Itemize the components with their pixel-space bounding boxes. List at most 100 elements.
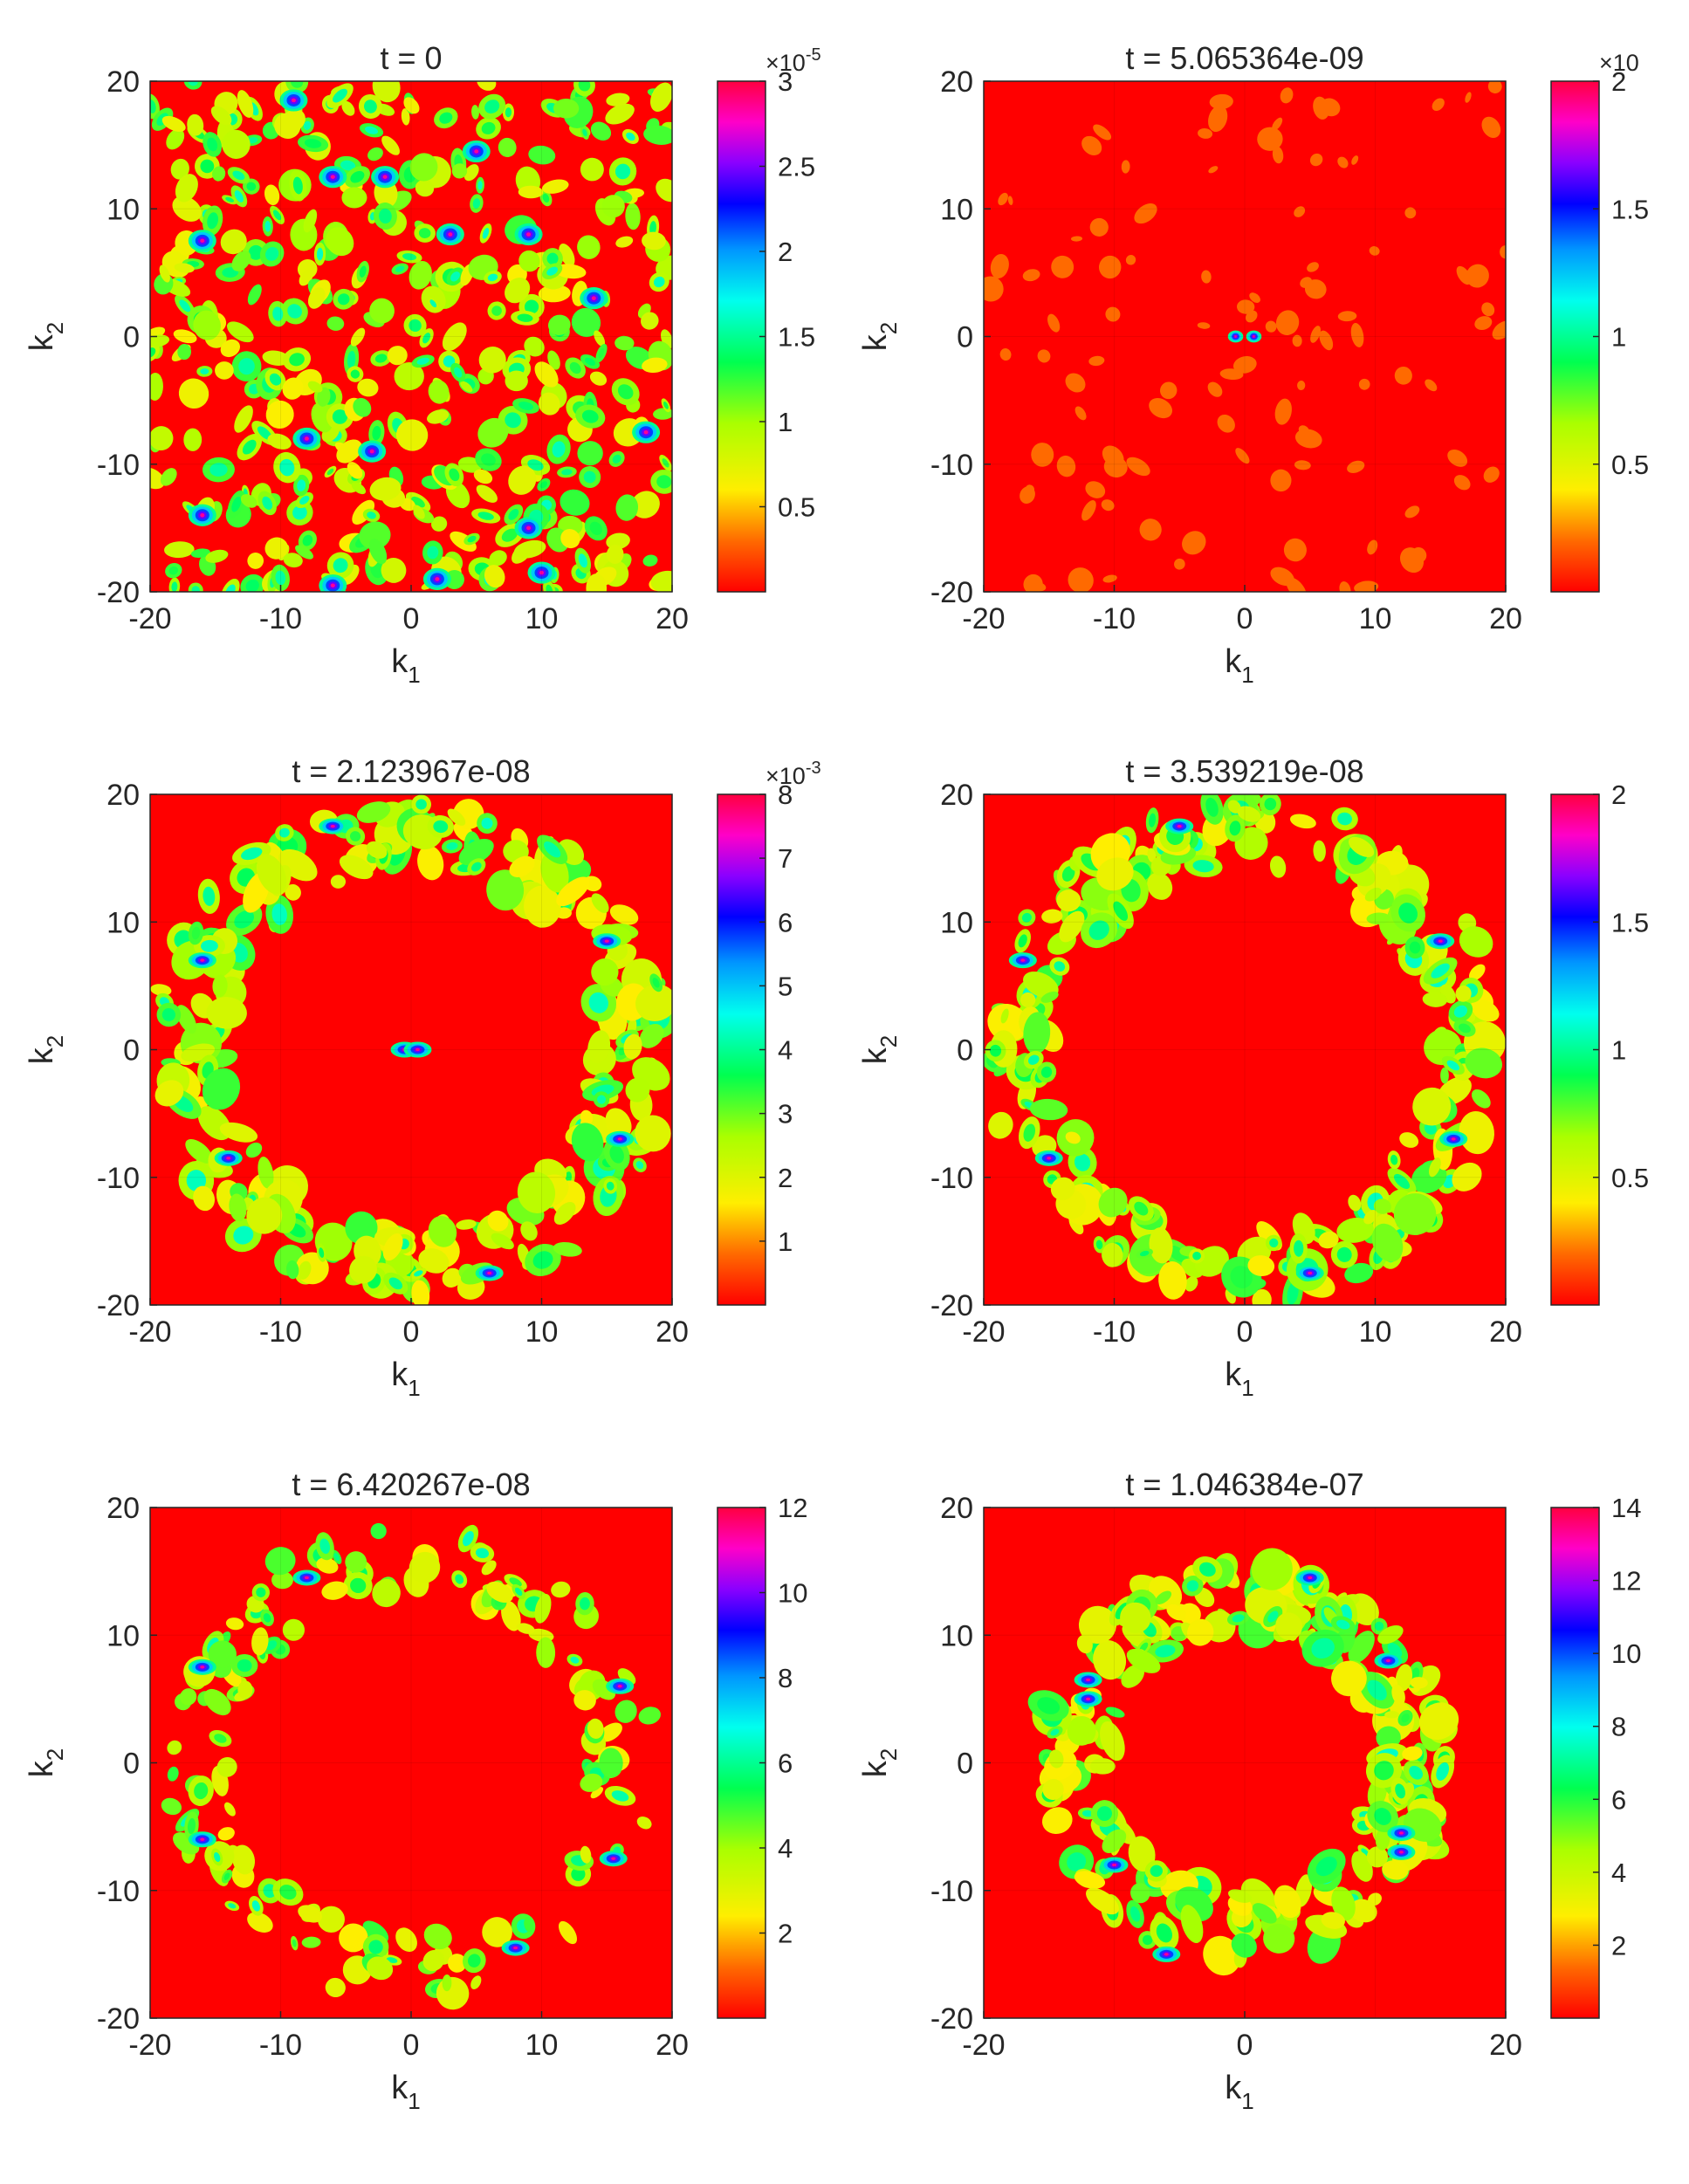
contour-blob — [487, 1210, 509, 1232]
contour-blob — [372, 81, 401, 103]
contour-blob — [614, 1700, 637, 1723]
contour-blob — [553, 1241, 582, 1257]
peak-marker — [1234, 335, 1237, 338]
peak-marker — [617, 1685, 622, 1688]
x-tick-label: 20 — [656, 1315, 689, 1349]
contour-blob — [547, 350, 560, 370]
contour-blob-core — [292, 505, 307, 520]
y-tick-label: 10 — [106, 1619, 140, 1652]
contour-blob — [1274, 1885, 1301, 1919]
contour-blob-core — [1294, 1240, 1304, 1257]
contour-blob — [1126, 457, 1150, 477]
contour-blob-core — [1167, 1245, 1188, 1263]
contour-blob — [274, 113, 301, 139]
contour-blob — [351, 482, 367, 495]
contour-blob — [409, 260, 432, 290]
contour-blob-core — [214, 1852, 221, 1862]
peak-marker — [330, 583, 335, 587]
contour-blob-core — [367, 512, 376, 519]
peak-marker — [539, 570, 544, 575]
contour-blob — [1465, 92, 1472, 103]
contour-blob — [635, 1115, 671, 1152]
contour-blob — [422, 1949, 445, 1972]
contour-blob — [1085, 481, 1106, 498]
contour-blob-core — [1113, 901, 1129, 921]
contour-blob-core — [395, 265, 405, 272]
contour-blob — [1366, 912, 1391, 925]
contour-blob-core — [233, 1226, 254, 1245]
contour-blob — [227, 321, 254, 343]
y-tick-label: -20 — [97, 576, 140, 609]
contour-blob — [450, 531, 477, 552]
contour-blob — [1348, 1194, 1362, 1212]
peak-marker — [526, 525, 532, 531]
contour-blob-core — [242, 439, 257, 455]
contour-blob — [265, 400, 294, 429]
contour-blob-core — [1095, 1240, 1103, 1250]
contour-blob-core — [454, 367, 463, 378]
colorbar: 0.5 1 1.5 2 — [1550, 780, 1649, 1306]
contour-blob — [1187, 1618, 1214, 1646]
contour-blob — [166, 128, 185, 150]
peak-marker — [330, 824, 335, 828]
y-axis-label: k2 — [24, 1035, 68, 1064]
contour-blob-core — [1287, 1281, 1299, 1305]
peak-marker — [200, 513, 205, 518]
contour-blob — [1399, 1132, 1419, 1148]
peak-marker — [604, 939, 609, 943]
x-tick-label: 0 — [403, 2029, 420, 2062]
contour-blob-core — [241, 847, 263, 861]
contour-blob — [206, 997, 247, 1029]
contour-blob — [1404, 505, 1420, 519]
contour-blob — [1081, 135, 1102, 155]
y-tick-label: 10 — [940, 1619, 973, 1652]
panel-title: t = 0 — [380, 40, 442, 76]
contour-blob — [1422, 992, 1448, 1007]
peak-marker — [513, 1946, 518, 1950]
y-tick-label: 20 — [940, 65, 973, 99]
colorbar: 0.5 1 1.5 2 2.5 3×10-5 — [717, 45, 821, 593]
y-axis-label: k2 — [24, 1748, 68, 1777]
contour-blob — [1120, 1602, 1151, 1633]
contour-blob — [580, 157, 604, 182]
contour-blob — [172, 196, 202, 222]
contour-blob-core — [491, 306, 502, 316]
contour-blob-core — [1311, 1638, 1335, 1659]
contour-blob — [1197, 322, 1211, 329]
contour-blob — [1395, 1664, 1413, 1692]
contour-blob — [1272, 146, 1284, 164]
contour-blob — [642, 554, 658, 567]
contour-blob — [301, 1936, 321, 1948]
contour-blob — [403, 97, 420, 114]
contour-blob-core — [1081, 1810, 1094, 1817]
contour-blob-core — [303, 120, 312, 130]
contour-blob — [591, 958, 619, 986]
contour-blob — [1232, 356, 1257, 374]
contour-blob — [1331, 1886, 1356, 1921]
contour-blob-core — [611, 1790, 629, 1802]
contour-blob-core — [194, 1782, 209, 1800]
colorbar-tick-label: 3 — [778, 66, 793, 97]
contour-blob — [606, 545, 624, 564]
panel-title: t = 2.123967e-08 — [292, 753, 530, 789]
contour-blob-core — [505, 107, 512, 118]
contour-blob-core — [1186, 1580, 1199, 1592]
colorbar-tick-label: 1 — [778, 407, 793, 437]
y-tick-label: -10 — [97, 1875, 140, 1908]
contour-blob-core — [542, 193, 550, 203]
contour-blob — [345, 1551, 367, 1573]
contour-blob-core — [484, 100, 500, 114]
contour-blob-core — [527, 459, 544, 471]
contour-blob-core — [1409, 941, 1421, 954]
contour-blob-core — [179, 299, 191, 312]
contour-blob — [1367, 539, 1378, 555]
contour-blob — [642, 231, 666, 251]
contour-blob — [486, 869, 525, 911]
contour-blob — [1102, 1242, 1123, 1267]
contour-blob-core — [569, 361, 581, 374]
y-tick-label: -20 — [930, 1289, 973, 1322]
contour-blob-core — [649, 221, 656, 236]
contour-blob — [1139, 519, 1162, 541]
contour-blob — [442, 322, 467, 352]
contour-blob-core — [524, 299, 539, 314]
